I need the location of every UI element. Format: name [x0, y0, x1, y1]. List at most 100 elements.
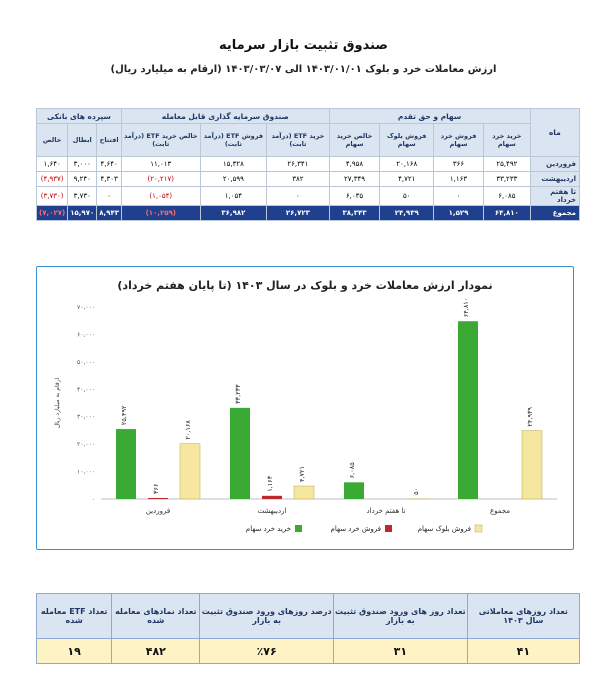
- row-month-label: مجموع: [529, 205, 581, 221]
- table-cell: ۴,۹۵۸: [328, 156, 381, 172]
- column-header: خالص خرید سهام: [328, 123, 381, 157]
- column-header: افتتاح: [96, 123, 122, 157]
- table-cell: ۱,۰۵۴: [199, 186, 268, 206]
- table-cell: ۰: [266, 186, 330, 206]
- table-cell: ۱,۱۶۳: [432, 171, 485, 187]
- table-cell: ۱۵,۹۷۰: [67, 205, 98, 221]
- page-subtitle: ارزش معاملات خرد و بلوک ۱۴۰۳/۰۱/۰۱ الی ۱…: [110, 64, 497, 75]
- table-cell: ۳۸,۳۴۳: [328, 205, 381, 221]
- table-cell: (۱۰,۲۵۹): [121, 205, 201, 221]
- x-category-label: تا هفتم خرداد: [367, 507, 406, 515]
- etf-group-header: صندوق سرمایه گذاری قابل معامله: [121, 108, 330, 124]
- table-row: فروردین ۲۵,۴۹۲ ۳۶۶ ۲۰,۱۶۸ ۴,۹۵۸ ۲۶,۳۴۱ ۱۵,۳۲۸ ۱…: [35, 156, 581, 172]
- stat-header-entry-percent: درصد روزهای ورود صندوق تثبیت به بازار: [199, 593, 334, 639]
- table-cell: ۲۶,۳۴۱: [266, 156, 330, 172]
- chart-panel: نمودار ارزش معاملات خرد و بلوک در سال ۱۴…: [36, 266, 574, 550]
- table-cell: ۰: [432, 186, 485, 206]
- bar-retail-sell: [148, 497, 168, 499]
- shares-group-header: سهام و حق تقدم: [328, 108, 531, 124]
- data-label: ۶,۰۸۵: [348, 462, 356, 479]
- y-tick-label: ۵۰,۰۰۰: [77, 359, 95, 366]
- table-cell: ۶۴,۸۱۰: [483, 205, 531, 221]
- table-cell: ۸,۹۴۳: [96, 205, 122, 221]
- column-header: ابطال: [67, 123, 98, 157]
- x-category-label: فروردین: [146, 507, 170, 515]
- row-month-label: تا هفتم خرداد: [529, 186, 581, 206]
- data-label: ۲۰,۱۶۸: [184, 420, 192, 440]
- table-cell: ۲۴,۹۳۹: [379, 205, 434, 221]
- bar-retail-buy: [230, 407, 250, 499]
- legend-label: خرید خرد سهام: [246, 525, 291, 533]
- column-header: خالص خرید ETF (درآمد ثابت): [121, 123, 201, 157]
- column-header: فروش بلوک سهام: [379, 123, 434, 157]
- table-cell: ۰: [96, 186, 122, 206]
- bar-chart: ۰ ۱۰,۰۰۰ ۲۰,۰۰۰ ۳۰,۰۰۰ ۴۰,۰۰۰ ۵۰,۰۰۰ ۶۰,۰۰۰ ۷۰,…: [54, 298, 557, 533]
- data-label: ۴,۷۲۱: [298, 466, 306, 482]
- table-cell: (۳,۷۳۰): [35, 186, 69, 206]
- bank-group-header: سپرده های بانکی: [36, 108, 122, 124]
- y-tick-label: ۱۰,۰۰۰: [77, 469, 95, 476]
- column-header-row: خرید خرد سهام فروش خرد سهام فروش بلوک سه…: [35, 123, 580, 157]
- table-row: مجموع ۶۴,۸۱۰ ۱,۵۲۹ ۲۴,۹۳۹ ۳۸,۳۴۳ ۲۶,۷۲۳ ۳۶,۹۸۲…: [35, 205, 581, 221]
- data-label: ۲۴,۹۳۹: [526, 407, 534, 427]
- bar-block-sell: [179, 443, 201, 500]
- table-row: اردیبهشت ۳۳,۲۳۳ ۱,۱۶۳ ۴,۷۲۱ ۲۷,۳۴۹ ۳۸۲ ۲۰,۵۹۹(…: [35, 171, 581, 187]
- table-cell: (۲۰,۲۱۷): [121, 171, 201, 187]
- table-cell: ۲۰,۱۶۸: [379, 156, 434, 172]
- table-cell: ۱۱,۰۱۳: [121, 156, 201, 172]
- column-header: خرید ETF (درآمد ثابت): [266, 123, 330, 157]
- bar-block-sell: [521, 430, 543, 500]
- table-cell: ۳,۰۰۰: [67, 156, 98, 172]
- bar-retail-sell: [262, 495, 282, 499]
- table-cell: ۳۶۶: [432, 156, 485, 172]
- stat-header-etf-count: تعداد ETF معامله شده: [35, 593, 113, 639]
- table-cell: (۱,۰۵۴): [121, 186, 201, 206]
- table-cell: ۴,۷۲۱: [379, 171, 434, 187]
- y-tick-label: ۲۰,۰۰۰: [77, 441, 95, 448]
- column-header: فروش ETF (درآمد ثابت): [199, 123, 268, 157]
- x-category-label: مجموع: [490, 507, 510, 515]
- table-cell: ۳,۷۳۰: [67, 186, 98, 206]
- stat-value-etf-count: ۱۹: [35, 638, 113, 664]
- stat-value-entry-days: ۳۱: [333, 638, 468, 664]
- y-tick-label: ۳۰,۰۰۰: [77, 414, 95, 421]
- data-label: ۳۶۶: [152, 484, 160, 494]
- y-tick-label: ۰: [92, 496, 95, 503]
- table-cell: ۱,۵۲۹: [432, 205, 485, 221]
- trades-table: ماه سهام و حق تقدم صندوق سرمایه گذاری قا…: [35, 108, 581, 221]
- data-label: ۱,۱۶۳: [266, 475, 274, 492]
- month-header: ماه: [529, 108, 581, 157]
- bar-retail-buy: [344, 482, 364, 499]
- table-cell: ۲۶,۷۲۳: [266, 205, 330, 221]
- legend-swatch: [385, 525, 392, 532]
- column-header: خالص: [35, 123, 69, 157]
- y-tick-label: ۶۰,۰۰۰: [77, 331, 95, 338]
- chart-title: نمودار ارزش معاملات خرد و بلوک در سال ۱۴…: [117, 279, 493, 292]
- table-cell: ۴,۶۴۰: [96, 156, 122, 172]
- legend-label: فروش بلوک سهام: [418, 525, 471, 533]
- table-cell: ۹,۲۴۰: [67, 171, 98, 187]
- y-tick-label: ۷۰,۰۰۰: [77, 304, 95, 311]
- data-label: ۲۵,۴۹۲: [120, 405, 128, 425]
- table-row: تا هفتم خرداد ۶,۰۸۵ ۰ ۵۰ ۶,۰۳۵ ۰ ۱,۰۵۴ (۱,۰۵۴) ۰…: [35, 186, 581, 206]
- table-cell: ۳۳,۲۳۳: [483, 171, 531, 187]
- table-cell: ۲۷,۳۴۹: [328, 171, 381, 187]
- table-cell: ۶,۰۸۵: [483, 186, 531, 206]
- stat-header-symbols: تعداد نمادهای معامله شده: [111, 593, 201, 639]
- table-cell: ۵۰: [379, 186, 434, 206]
- stats-table-container: تعداد روزهای معاملاتی سال ۱۴۰۳ تعداد روز…: [35, 593, 581, 664]
- table-cell: ۱۵,۳۲۸: [199, 156, 268, 172]
- row-month-label: اردیبهشت: [529, 171, 581, 187]
- bar-retail-buy: [458, 321, 478, 499]
- stat-header-entry-days: تعداد روز های ورود صندوق تثبیت به بازار: [333, 593, 468, 639]
- column-header: فروش خرد سهام: [432, 123, 485, 157]
- legend-label: فروش خرد سهام: [331, 525, 381, 533]
- column-header: خرید خرد سهام: [483, 123, 531, 157]
- bar-block-sell: [293, 485, 315, 500]
- stats-header-row: تعداد روزهای معاملاتی سال ۱۴۰۳ تعداد روز…: [35, 593, 581, 639]
- data-label: ۶۴,۸۱۰: [462, 298, 470, 318]
- page-title: صندوق تثبیت بازار سرمایه: [219, 38, 388, 53]
- table-cell: ۳۸۲: [266, 171, 330, 187]
- table-cell: ۲۰,۵۹۹: [199, 171, 268, 187]
- group-header-row: ماه سهام و حق تقدم صندوق سرمایه گذاری قا…: [36, 108, 581, 157]
